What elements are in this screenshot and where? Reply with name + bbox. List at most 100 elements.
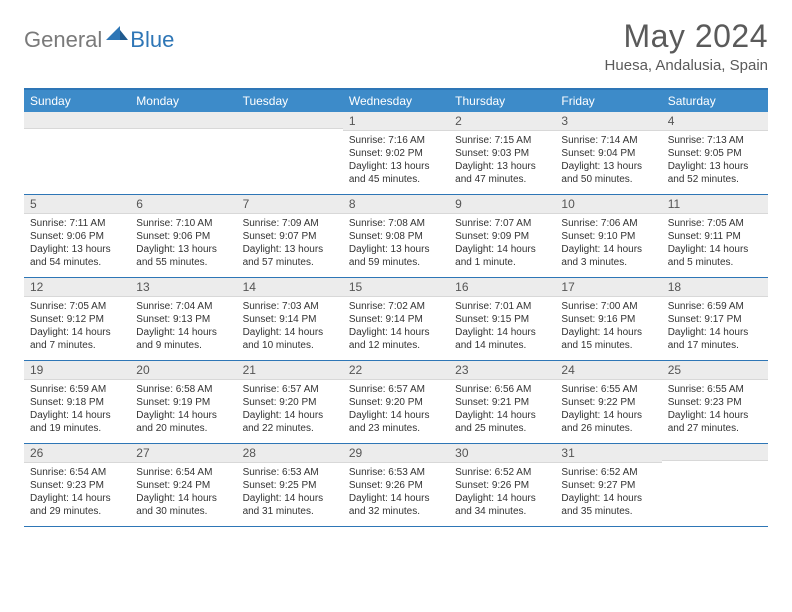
day-number: 30 (449, 444, 555, 463)
calendar-cell: 16Sunrise: 7:01 AMSunset: 9:15 PMDayligh… (449, 278, 555, 360)
sunrise-line: Sunrise: 6:52 AM (455, 466, 549, 479)
calendar: SundayMondayTuesdayWednesdayThursdayFrid… (24, 88, 768, 527)
daylight-line: Daylight: 14 hours and 20 minutes. (136, 409, 230, 435)
day-header-monday: Monday (130, 90, 236, 112)
daylight-line: Daylight: 14 hours and 23 minutes. (349, 409, 443, 435)
day-number: 15 (343, 278, 449, 297)
day-details: Sunrise: 7:02 AMSunset: 9:14 PMDaylight:… (343, 297, 449, 356)
day-details: Sunrise: 6:57 AMSunset: 9:20 PMDaylight:… (343, 380, 449, 439)
day-details: Sunrise: 6:55 AMSunset: 9:23 PMDaylight:… (662, 380, 768, 439)
calendar-cell: 20Sunrise: 6:58 AMSunset: 9:19 PMDayligh… (130, 361, 236, 443)
calendar-cell-empty (24, 112, 130, 194)
calendar-cell: 4Sunrise: 7:13 AMSunset: 9:05 PMDaylight… (662, 112, 768, 194)
logo-text-blue: Blue (130, 27, 174, 53)
sunset-line: Sunset: 9:02 PM (349, 147, 443, 160)
month-title: May 2024 (605, 18, 768, 55)
sunset-line: Sunset: 9:03 PM (455, 147, 549, 160)
sunset-line: Sunset: 9:17 PM (668, 313, 762, 326)
sunrise-line: Sunrise: 7:02 AM (349, 300, 443, 313)
day-number: 19 (24, 361, 130, 380)
daylight-line: Daylight: 14 hours and 7 minutes. (30, 326, 124, 352)
day-number (24, 112, 130, 129)
calendar-cell: 30 Sunrise: 6:52 AMSunset: 9:26 PMDayligh… (449, 444, 555, 526)
day-number: 17 (555, 278, 661, 297)
day-number: 5 (24, 195, 130, 214)
calendar-cell: 24Sunrise: 6:55 AMSunset: 9:22 PMDayligh… (555, 361, 661, 443)
sunset-line: Sunset: 9:22 PM (561, 396, 655, 409)
daylight-line: Daylight: 14 hours and 26 minutes. (561, 409, 655, 435)
sunrise-line: Sunrise: 7:08 AM (349, 217, 443, 230)
day-details: Sunrise: 7:01 AMSunset: 9:15 PMDaylight:… (449, 297, 555, 356)
calendar-cell: 10Sunrise: 7:06 AMSunset: 9:10 PMDayligh… (555, 195, 661, 277)
sunset-line: Sunset: 9:21 PM (455, 396, 549, 409)
sunrise-line: Sunrise: 6:57 AM (243, 383, 337, 396)
sunrise-line: Sunrise: 7:03 AM (243, 300, 337, 313)
day-number: 11 (662, 195, 768, 214)
daylight-line: Daylight: 14 hours and 34 minutes. (455, 492, 549, 518)
calendar-cell: 23Sunrise: 6:56 AMSunset: 9:21 PMDayligh… (449, 361, 555, 443)
day-header-sunday: Sunday (24, 90, 130, 112)
sunrise-line: Sunrise: 7:04 AM (136, 300, 230, 313)
sunset-line: Sunset: 9:25 PM (243, 479, 337, 492)
day-number: 10 (555, 195, 661, 214)
day-details (24, 129, 130, 189)
calendar-cell: 13Sunrise: 7:04 AMSunset: 9:13 PMDayligh… (130, 278, 236, 360)
logo: General Blue (24, 18, 174, 55)
day-number: 2 (449, 112, 555, 131)
day-details: Sunrise: 7:15 AMSunset: 9:03 PMDaylight:… (449, 131, 555, 190)
sunset-line: Sunset: 9:08 PM (349, 230, 443, 243)
daylight-line: Daylight: 14 hours and 12 minutes. (349, 326, 443, 352)
calendar-cell: 7Sunrise: 7:09 AMSunset: 9:07 PMDaylight… (237, 195, 343, 277)
sunrise-line: Sunrise: 6:55 AM (561, 383, 655, 396)
daylight-line: Daylight: 13 hours and 59 minutes. (349, 243, 443, 269)
day-number: 9 (449, 195, 555, 214)
calendar-cell: 29Sunrise: 6:53 AMSunset: 9:26 PMDayligh… (343, 444, 449, 526)
calendar-cell: 31Sunrise: 6:52 AMSunset: 9:27 PMDayligh… (555, 444, 661, 526)
calendar-cell: 21Sunrise: 6:57 AMSunset: 9:20 PMDayligh… (237, 361, 343, 443)
day-number: 7 (237, 195, 343, 214)
calendar-cell: 28Sunrise: 6:53 AMSunset: 9:25 PMDayligh… (237, 444, 343, 526)
location: Huesa, Andalusia, Spain (605, 57, 768, 74)
day-header-saturday: Saturday (662, 90, 768, 112)
daylight-line: Daylight: 14 hours and 9 minutes. (136, 326, 230, 352)
day-header-thursday: Thursday (449, 90, 555, 112)
day-number: 14 (237, 278, 343, 297)
sunset-line: Sunset: 9:19 PM (136, 396, 230, 409)
daylight-line: Daylight: 13 hours and 54 minutes. (30, 243, 124, 269)
week-row: 5Sunrise: 7:11 AMSunset: 9:06 PMDaylight… (24, 195, 768, 278)
sunrise-line: Sunrise: 7:13 AM (668, 134, 762, 147)
week-row: 1Sunrise: 7:16 AMSunset: 9:02 PMDaylight… (24, 112, 768, 195)
day-details: Sunrise: 6:52 AMSunset: 9:27 PMDaylight:… (555, 463, 661, 522)
sunset-line: Sunset: 9:04 PM (561, 147, 655, 160)
calendar-cell-empty (237, 112, 343, 194)
calendar-cell: 3Sunrise: 7:14 AMSunset: 9:04 PMDaylight… (555, 112, 661, 194)
day-number: 24 (555, 361, 661, 380)
daylight-line: Daylight: 14 hours and 14 minutes. (455, 326, 549, 352)
day-details: Sunrise: 6:54 AMSunset: 9:23 PMDaylight:… (24, 463, 130, 522)
daylight-line: Daylight: 14 hours and 30 minutes. (136, 492, 230, 518)
calendar-cell-empty (130, 112, 236, 194)
daylight-line: Daylight: 13 hours and 50 minutes. (561, 160, 655, 186)
sunset-line: Sunset: 9:26 PM (455, 479, 549, 492)
day-details: Sunrise: 7:16 AMSunset: 9:02 PMDaylight:… (343, 131, 449, 190)
day-number: 6 (130, 195, 236, 214)
daylight-line: Daylight: 13 hours and 52 minutes. (668, 160, 762, 186)
day-header-friday: Friday (555, 90, 661, 112)
calendar-cell: 12Sunrise: 7:05 AMSunset: 9:12 PMDayligh… (24, 278, 130, 360)
sunset-line: Sunset: 9:06 PM (30, 230, 124, 243)
sunrise-line: Sunrise: 6:55 AM (668, 383, 762, 396)
day-details: Sunrise: 7:05 AMSunset: 9:12 PMDaylight:… (24, 297, 130, 356)
calendar-cell: 5Sunrise: 7:11 AMSunset: 9:06 PMDaylight… (24, 195, 130, 277)
calendar-cell: 6Sunrise: 7:10 AMSunset: 9:06 PMDaylight… (130, 195, 236, 277)
calendar-cell: 11Sunrise: 7:05 AMSunset: 9:11 PMDayligh… (662, 195, 768, 277)
calendar-cell: 22Sunrise: 6:57 AMSunset: 9:20 PMDayligh… (343, 361, 449, 443)
day-details: Sunrise: 6:55 AMSunset: 9:22 PMDaylight:… (555, 380, 661, 439)
daylight-line: Daylight: 13 hours and 45 minutes. (349, 160, 443, 186)
week-row: 19Sunrise: 6:59 AMSunset: 9:18 PMDayligh… (24, 361, 768, 444)
day-details: Sunrise: 7:11 AMSunset: 9:06 PMDaylight:… (24, 214, 130, 273)
day-number: 23 (449, 361, 555, 380)
day-number: 29 (343, 444, 449, 463)
sunset-line: Sunset: 9:23 PM (668, 396, 762, 409)
day-details: Sunrise: 6:53 AMSunset: 9:26 PMDaylight:… (343, 463, 449, 522)
sunrise-line: Sunrise: 6:54 AM (30, 466, 124, 479)
